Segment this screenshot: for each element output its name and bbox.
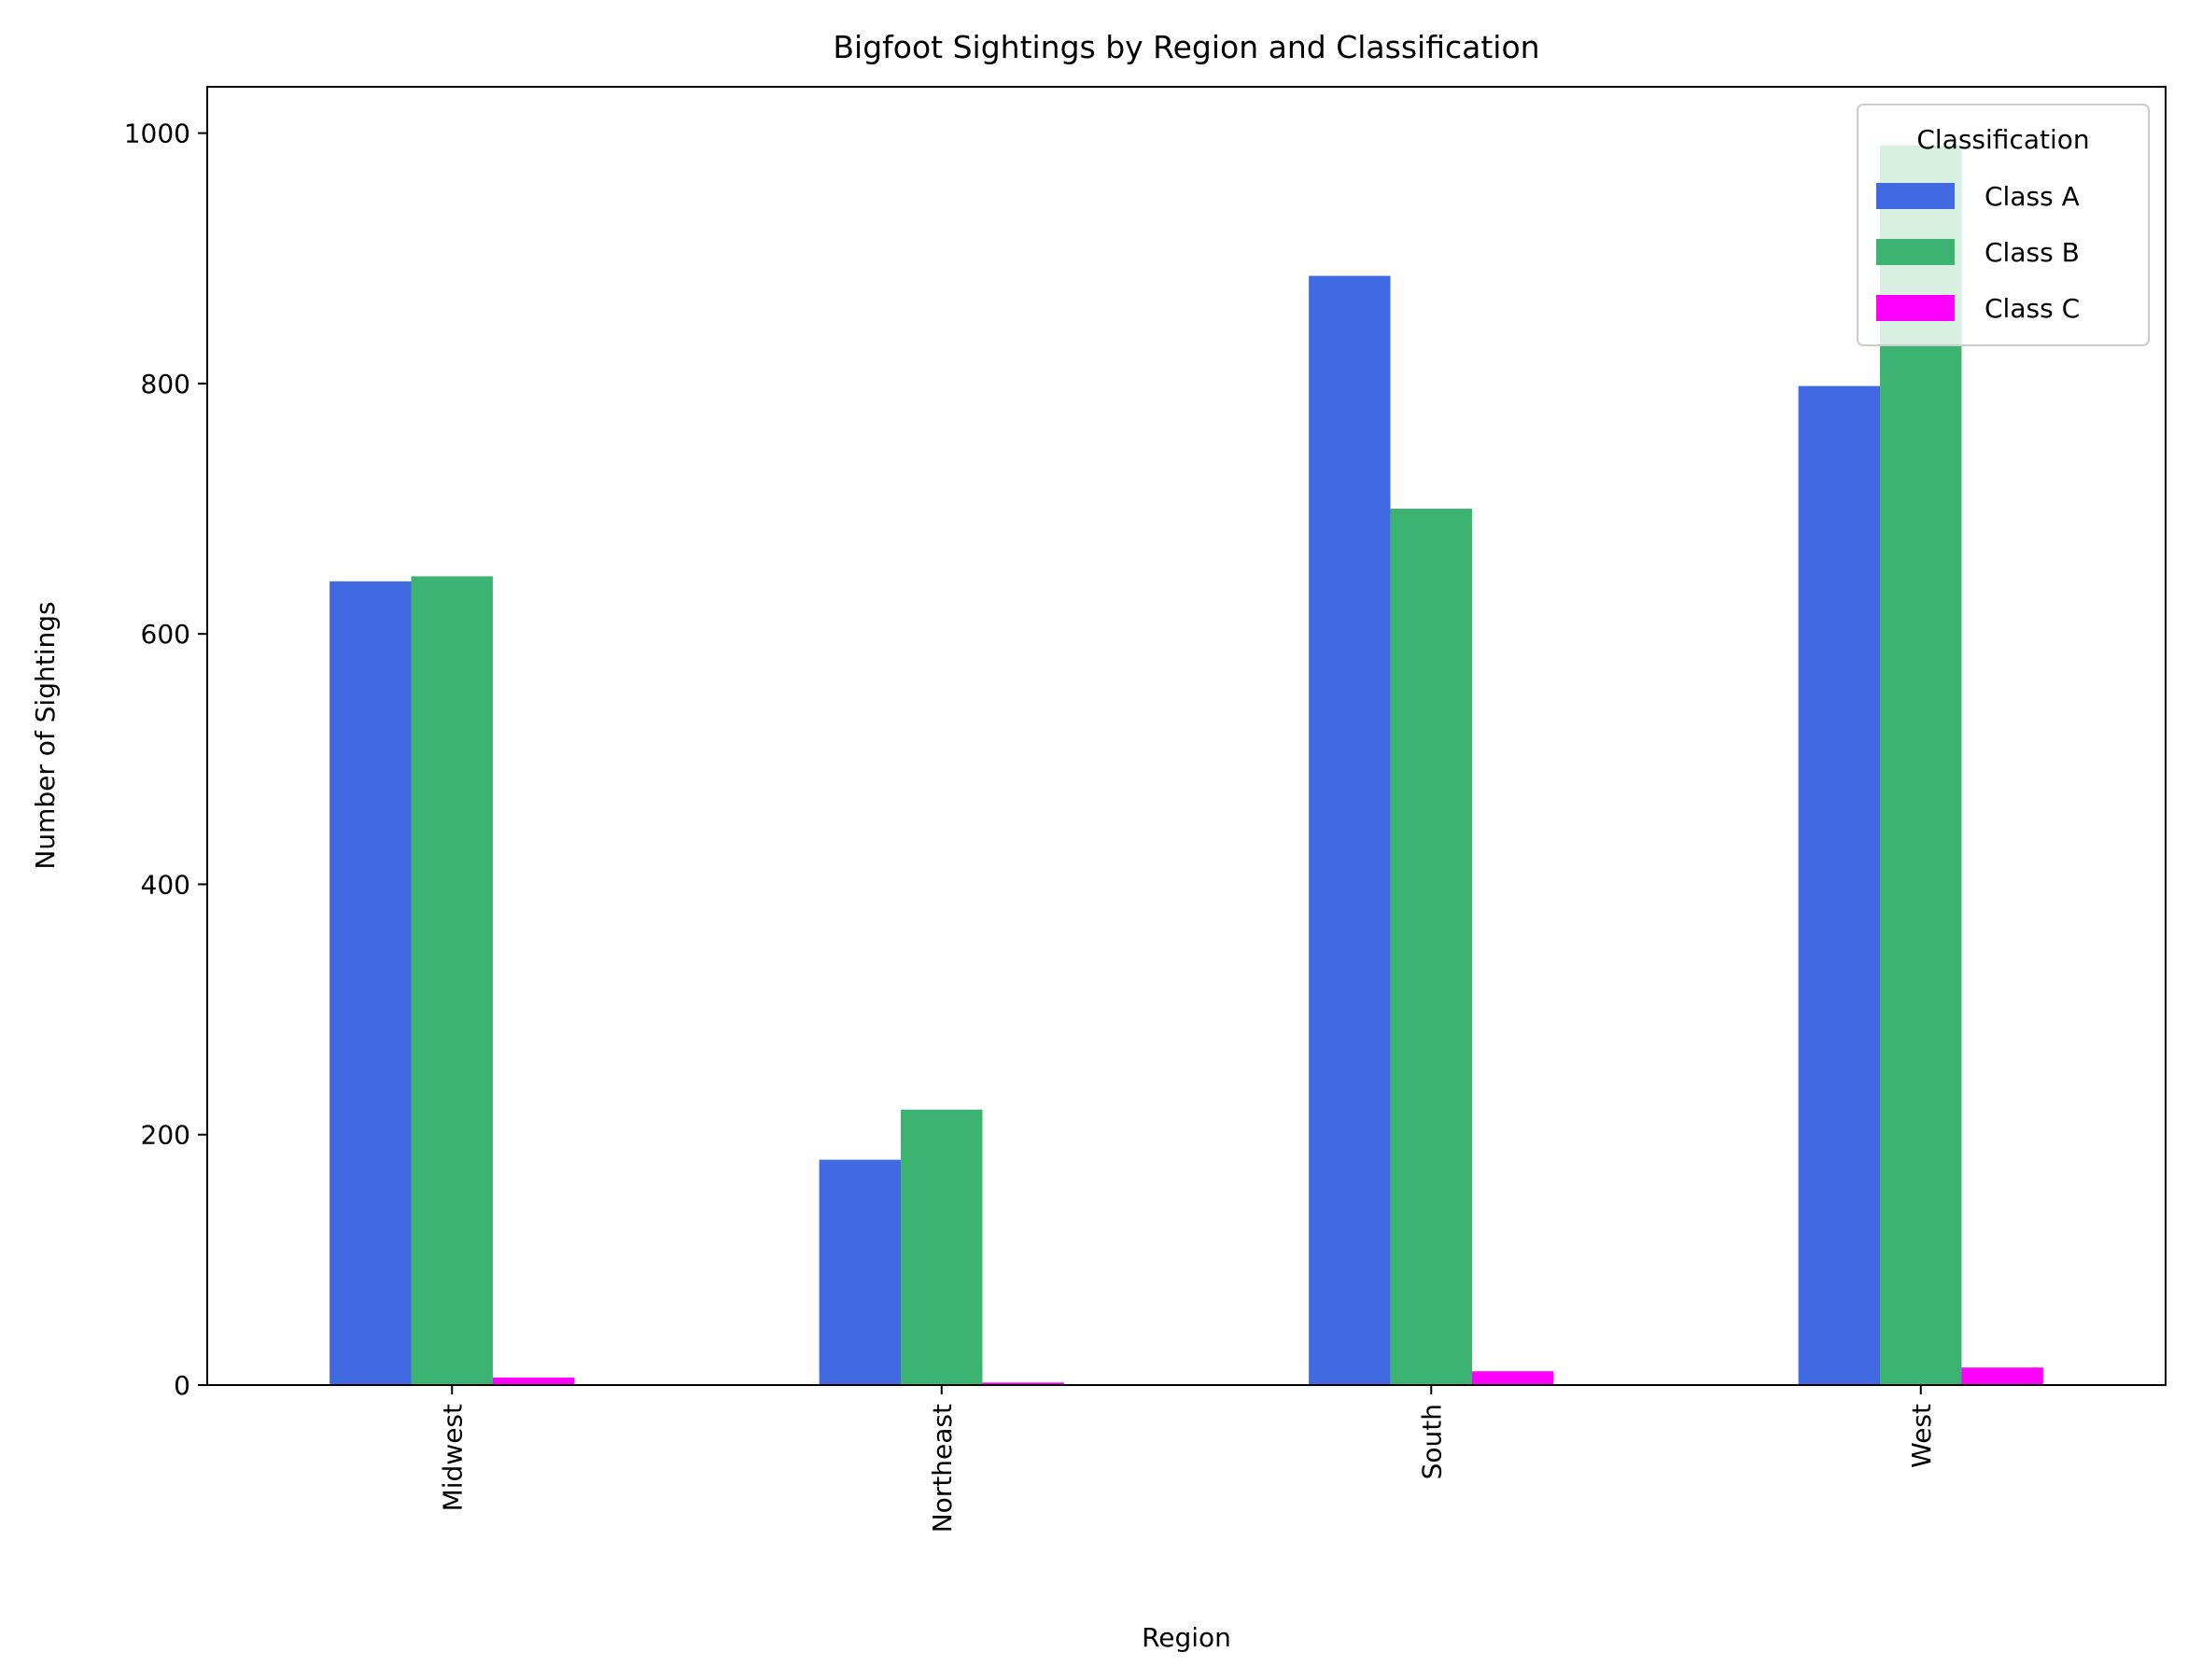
legend-box [1857, 104, 2150, 346]
bar-west-class-b [1880, 146, 1962, 1386]
legend-swatch-class-b [1876, 239, 1955, 265]
legend-label-class-b: Class B [1985, 237, 2080, 268]
bar-northeast-class-c [982, 1382, 1064, 1385]
bar-northeast-class-a [819, 1159, 902, 1385]
y-tick-label: 600 [141, 619, 190, 650]
legend-label-class-c: Class C [1985, 293, 2080, 324]
x-tick-label-midwest: Midwest [437, 1404, 468, 1511]
bar-northeast-class-b [901, 1109, 983, 1385]
legend-swatch-class-c [1876, 295, 1955, 321]
legend-items: Class A Class B Class C [1876, 181, 2080, 324]
legend-title: Classification [1916, 124, 2089, 155]
x-tick-label-northeast: Northeast [927, 1404, 958, 1533]
y-tick-label: 400 [141, 869, 190, 900]
bars-layer [330, 146, 2043, 1386]
legend-swatch-class-a [1876, 183, 1955, 209]
y-axis: 0 200 400 600 800 1000 [124, 119, 207, 1401]
bar-west-class-a [1798, 385, 1881, 1385]
bar-south-class-c [1471, 1371, 1554, 1385]
x-axis-label: Region [1142, 1622, 1231, 1653]
chart-title: Bigfoot Sightings by Region and Classifi… [833, 29, 1539, 65]
legend-label-class-a: Class A [1985, 181, 2080, 212]
x-tick-label-west: West [1906, 1404, 1937, 1468]
bar-midwest-class-b [411, 576, 493, 1385]
y-tick-label: 800 [141, 369, 190, 399]
x-axis: Midwest Northeast South West [437, 1385, 1937, 1533]
bar-south-class-a [1309, 275, 1391, 1386]
y-axis-label: Number of Sightings [30, 601, 61, 869]
y-tick-label: 200 [141, 1120, 190, 1151]
bar-west-class-c [1961, 1367, 2043, 1385]
x-tick-label-south: South [1416, 1404, 1447, 1479]
bar-midwest-class-a [330, 581, 412, 1385]
bar-south-class-b [1390, 509, 1472, 1385]
plot-frame [206, 86, 2167, 1386]
y-tick-label: 1000 [124, 119, 190, 149]
legend: Classification Class A Class B Class C [1857, 104, 2150, 346]
bar-midwest-class-c [492, 1377, 575, 1385]
y-tick-label: 0 [174, 1370, 190, 1401]
